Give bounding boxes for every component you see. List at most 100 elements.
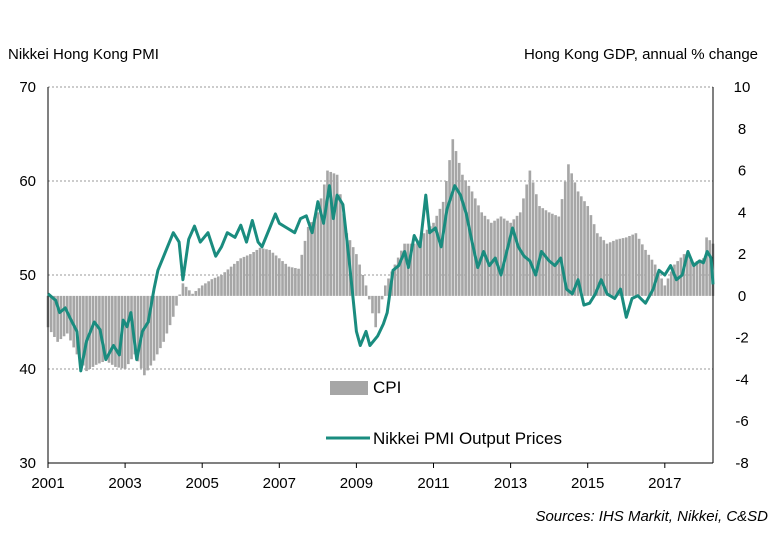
cpi-bar — [695, 261, 699, 296]
cpi-bar — [560, 199, 564, 296]
left-tick-label: 40 — [19, 361, 36, 378]
cpi-bar — [644, 249, 647, 296]
cpi-bar — [393, 264, 397, 296]
cpi-bar — [576, 191, 580, 296]
cpi-bar — [339, 194, 342, 296]
cpi-bar — [506, 220, 509, 296]
cpi-bar — [650, 259, 654, 296]
cpi-bar — [531, 182, 535, 296]
cpi-bar — [49, 295, 53, 333]
cpi-bar — [107, 295, 111, 363]
cpi-bar — [72, 295, 76, 348]
cpi-bar — [698, 259, 702, 296]
cpi-bar — [159, 295, 162, 349]
cpi-bar — [425, 229, 429, 296]
cpi-bar — [596, 233, 599, 296]
cpi-bar — [374, 295, 377, 328]
cpi-bar — [146, 295, 149, 371]
cpi-bar — [419, 236, 422, 296]
cpi-bar — [345, 233, 349, 296]
cpi-bar — [628, 236, 631, 296]
cpi-bar — [252, 252, 255, 296]
legend-pmi-label: Nikkei PMI Output Prices — [373, 429, 562, 448]
cpi-bar — [351, 247, 355, 296]
cpi-bar — [570, 173, 573, 296]
x-tick-label: 2005 — [186, 475, 219, 492]
cpi-bar — [200, 285, 204, 296]
cpi-bar — [621, 238, 625, 296]
cpi-bar — [573, 182, 577, 296]
cpi-bar — [210, 279, 214, 296]
right-tick-label: 2 — [738, 246, 746, 263]
cpi-bar — [335, 174, 339, 296]
cpi-bar — [300, 254, 304, 296]
cpi-bar — [525, 184, 528, 296]
cpi-bar — [689, 259, 692, 296]
cpi-bar — [586, 206, 590, 296]
cpi-bar — [509, 222, 512, 296]
cpi-bar — [612, 240, 615, 296]
cpi-bar — [567, 164, 570, 296]
cpi-bar — [660, 278, 663, 296]
cpi-bar — [490, 222, 493, 296]
cpi-bar — [377, 295, 381, 314]
cpi-bar — [165, 295, 169, 334]
cpi-bar — [428, 226, 432, 296]
cpi-bar — [657, 271, 660, 296]
right-tick-label: 8 — [738, 121, 746, 138]
left-tick-label: 60 — [19, 173, 36, 190]
cpi-bar — [409, 243, 413, 296]
cpi-bar — [602, 240, 606, 296]
cpi-bar — [522, 198, 525, 296]
right-tick-label: -6 — [735, 413, 748, 430]
cpi-bar — [464, 180, 467, 296]
cpi-bar — [297, 268, 300, 296]
cpi-bar — [454, 151, 458, 296]
cpi-bar — [496, 218, 500, 296]
cpi-bar — [467, 185, 471, 296]
gridlines — [48, 86, 713, 370]
cpi-bar — [91, 295, 95, 367]
cpi-bar — [477, 205, 480, 296]
left-tick-label: 50 — [19, 267, 36, 284]
x-tick-label: 2013 — [494, 475, 527, 492]
cpi-bar — [441, 201, 445, 296]
cpi-bar — [396, 257, 400, 296]
cpi-bar — [589, 215, 593, 296]
cpi-bar — [518, 212, 522, 296]
cpi-bar — [663, 285, 667, 296]
cpi-bar — [171, 295, 175, 317]
cpi-bar — [194, 291, 198, 296]
cpi-bar — [637, 238, 641, 296]
cpi-bar — [184, 286, 188, 296]
cpi-bar — [445, 181, 448, 296]
cpi-bar — [274, 255, 278, 296]
cpi-bar — [551, 213, 554, 296]
cpi-bar — [277, 258, 281, 296]
cpi-bar — [538, 206, 541, 296]
cpi-bars — [46, 139, 715, 376]
cpi-bar — [666, 278, 670, 296]
cpi-bar — [268, 249, 271, 296]
cpi-bar — [239, 258, 243, 296]
cpi-bar — [104, 295, 108, 361]
cpi-bar — [101, 295, 104, 363]
cpi-bar — [332, 173, 336, 296]
cpi-bar — [615, 239, 618, 296]
cpi-bar — [361, 275, 365, 296]
right-tick-label: 10 — [734, 79, 751, 96]
cpi-bar — [364, 285, 368, 296]
x-tick-label: 2001 — [31, 475, 64, 492]
pmi-output-prices-line — [47, 184, 715, 373]
cpi-bar — [371, 295, 374, 314]
right-tick-label: -8 — [735, 455, 748, 472]
cpi-bar — [705, 237, 708, 296]
cpi-bar — [692, 262, 696, 296]
cpi-bar — [85, 295, 88, 372]
x-tick-label: 2009 — [340, 475, 373, 492]
cpi-bar — [631, 234, 635, 296]
cpi-bar — [94, 295, 98, 365]
cpi-bar — [258, 247, 262, 296]
cpi-bar — [133, 295, 137, 355]
cpi-bar — [155, 295, 159, 355]
